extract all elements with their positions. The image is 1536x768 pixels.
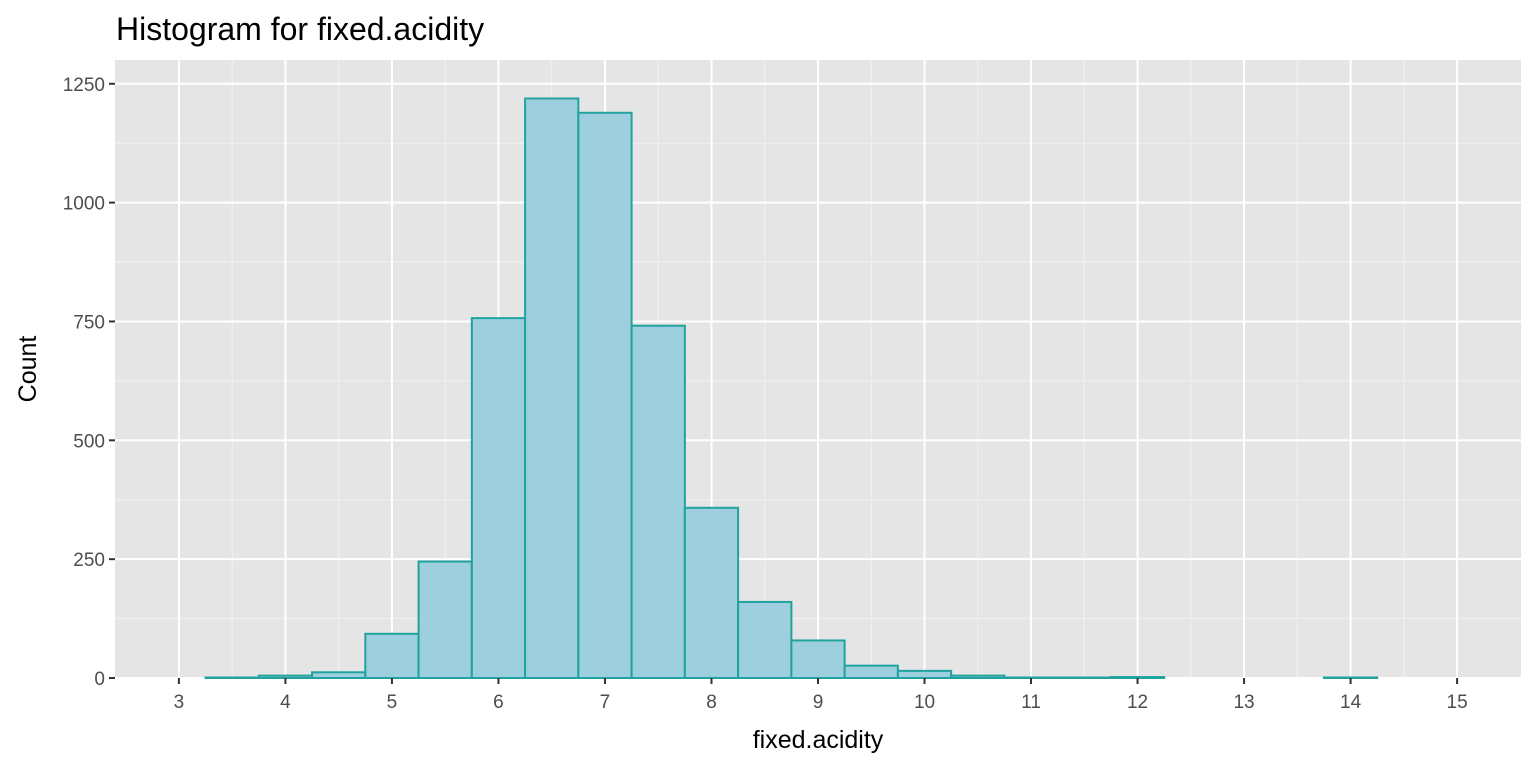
histogram-bar [790,639,846,680]
histogram-bar [417,560,473,679]
x-tick-label: 4 [280,692,291,713]
histogram-bar [896,669,953,679]
x-tick-label: 3 [174,692,185,713]
x-axis-title: fixed.acidity [753,726,884,754]
y-tick-label: 1000 [63,194,105,215]
y-tick-label: 1250 [63,75,105,96]
x-tick-label: 13 [1233,692,1254,713]
x-tick-label: 14 [1340,692,1362,713]
chart-title: Histogram for fixed.acidity [116,11,484,47]
y-tick-label: 250 [73,550,105,571]
y-tick-label: 0 [94,669,105,690]
histogram-bar [470,317,527,679]
x-tick-label: 11 [1021,692,1041,713]
histogram-bar [577,111,633,679]
y-axis-title: Count [14,336,42,403]
y-axis: 0 250 500 750 1000 1250 [63,75,115,690]
y-tick-label: 750 [73,312,105,333]
x-tick-label: 8 [706,692,717,713]
histogram-bar [737,600,793,680]
y-tick-label: 500 [73,431,105,452]
x-axis: 3 4 5 6 7 8 9 10 11 12 13 14 15 [174,678,1468,713]
histogram-bars [204,97,1379,680]
x-tick-label: 9 [813,692,824,713]
x-tick-label: 15 [1447,692,1468,713]
x-tick-label: 6 [493,692,504,713]
histogram-bar [257,674,314,679]
histogram-bar [950,674,1006,679]
x-tick-label: 12 [1127,692,1148,713]
histogram-bar [630,324,686,679]
histogram-bar [364,632,420,680]
histogram-bar [683,506,740,680]
histogram-bar [843,664,899,680]
histogram-bar [311,671,367,680]
histogram-bar [1109,676,1166,680]
x-tick-label: 10 [914,692,935,713]
x-tick-label: 7 [600,692,611,713]
histogram-bar [524,97,580,679]
x-tick-label: 5 [387,692,398,713]
